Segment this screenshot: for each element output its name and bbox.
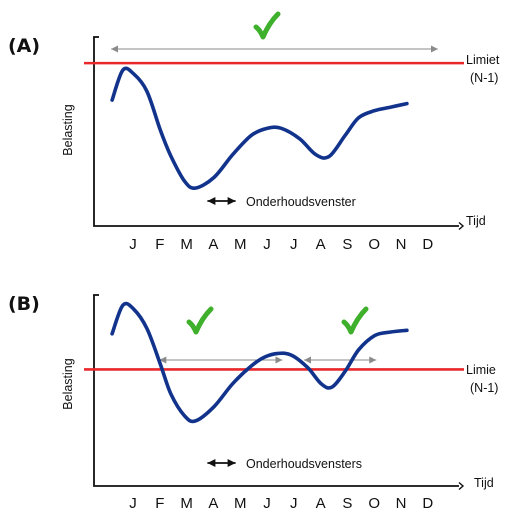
month-tick-label: N <box>396 495 407 512</box>
panel-label: (B) <box>8 293 40 315</box>
x-axis-arrow-icon <box>458 221 465 231</box>
x-axis-label: Tijd <box>466 214 486 228</box>
month-tick-label: F <box>155 236 164 253</box>
month-tick-label: D <box>422 236 433 253</box>
month-tick-label: O <box>368 495 380 512</box>
check-mark-icon <box>186 306 214 335</box>
load-series-line <box>110 301 409 424</box>
month-tick-label: J <box>290 495 298 512</box>
check-mark-icon <box>341 306 369 335</box>
month-tick-label: J <box>263 495 271 512</box>
axis-lines <box>93 37 459 227</box>
month-tick-label: M <box>180 495 193 512</box>
y-axis-label: Belasting <box>61 358 75 409</box>
check-mark-icon <box>253 11 281 40</box>
month-tick-label: J <box>129 495 137 512</box>
month-tick-label: M <box>234 495 247 512</box>
month-tick-label: A <box>316 495 326 512</box>
panel-label: (A) <box>8 35 40 57</box>
month-tick-label: O <box>368 236 380 253</box>
month-tick-label: A <box>208 236 218 253</box>
month-tick-label: J <box>290 236 298 253</box>
month-tick-label: S <box>342 236 352 253</box>
y-axis-label: Belasting <box>61 104 75 155</box>
month-tick-label: S <box>342 495 352 512</box>
month-tick-label: A <box>208 495 218 512</box>
limit-label: Limie <box>466 363 496 377</box>
month-tick-label: J <box>129 236 137 253</box>
month-tick-label: M <box>234 236 247 253</box>
limit-sublabel: (N-1) <box>470 71 498 85</box>
month-tick-label: M <box>180 236 193 253</box>
month-tick-label: J <box>263 236 271 253</box>
x-axis-arrow-icon <box>458 481 465 491</box>
month-tick-label: F <box>155 495 164 512</box>
maintenance-label: Onderhoudsvenster <box>246 195 356 209</box>
axis-lines <box>93 295 459 487</box>
load-series-line <box>110 66 409 190</box>
month-tick-label: N <box>396 236 407 253</box>
limit-label: Limiet <box>466 53 500 67</box>
month-tick-label: D <box>422 495 433 512</box>
x-axis-label: Tijd <box>474 476 494 490</box>
maintenance-label: Onderhoudsvensters <box>246 457 362 471</box>
limit-sublabel: (N-1) <box>470 381 498 395</box>
month-tick-label: A <box>316 236 326 253</box>
